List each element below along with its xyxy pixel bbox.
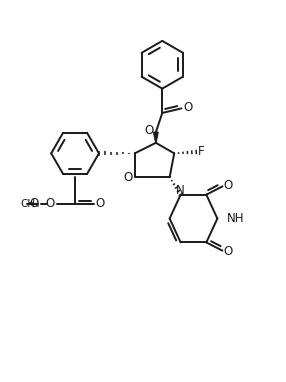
Text: O: O [223,179,233,192]
Text: O: O [96,197,105,210]
Text: O: O [46,197,55,210]
Text: CH₃: CH₃ [20,199,39,209]
Text: O: O [145,125,154,138]
Text: O: O [183,101,192,115]
Text: N: N [176,184,185,197]
Text: O: O [29,197,38,210]
Polygon shape [154,132,158,143]
Text: NH: NH [227,212,244,225]
Text: O: O [223,245,233,258]
Text: O: O [124,171,133,184]
Text: F: F [198,146,204,159]
